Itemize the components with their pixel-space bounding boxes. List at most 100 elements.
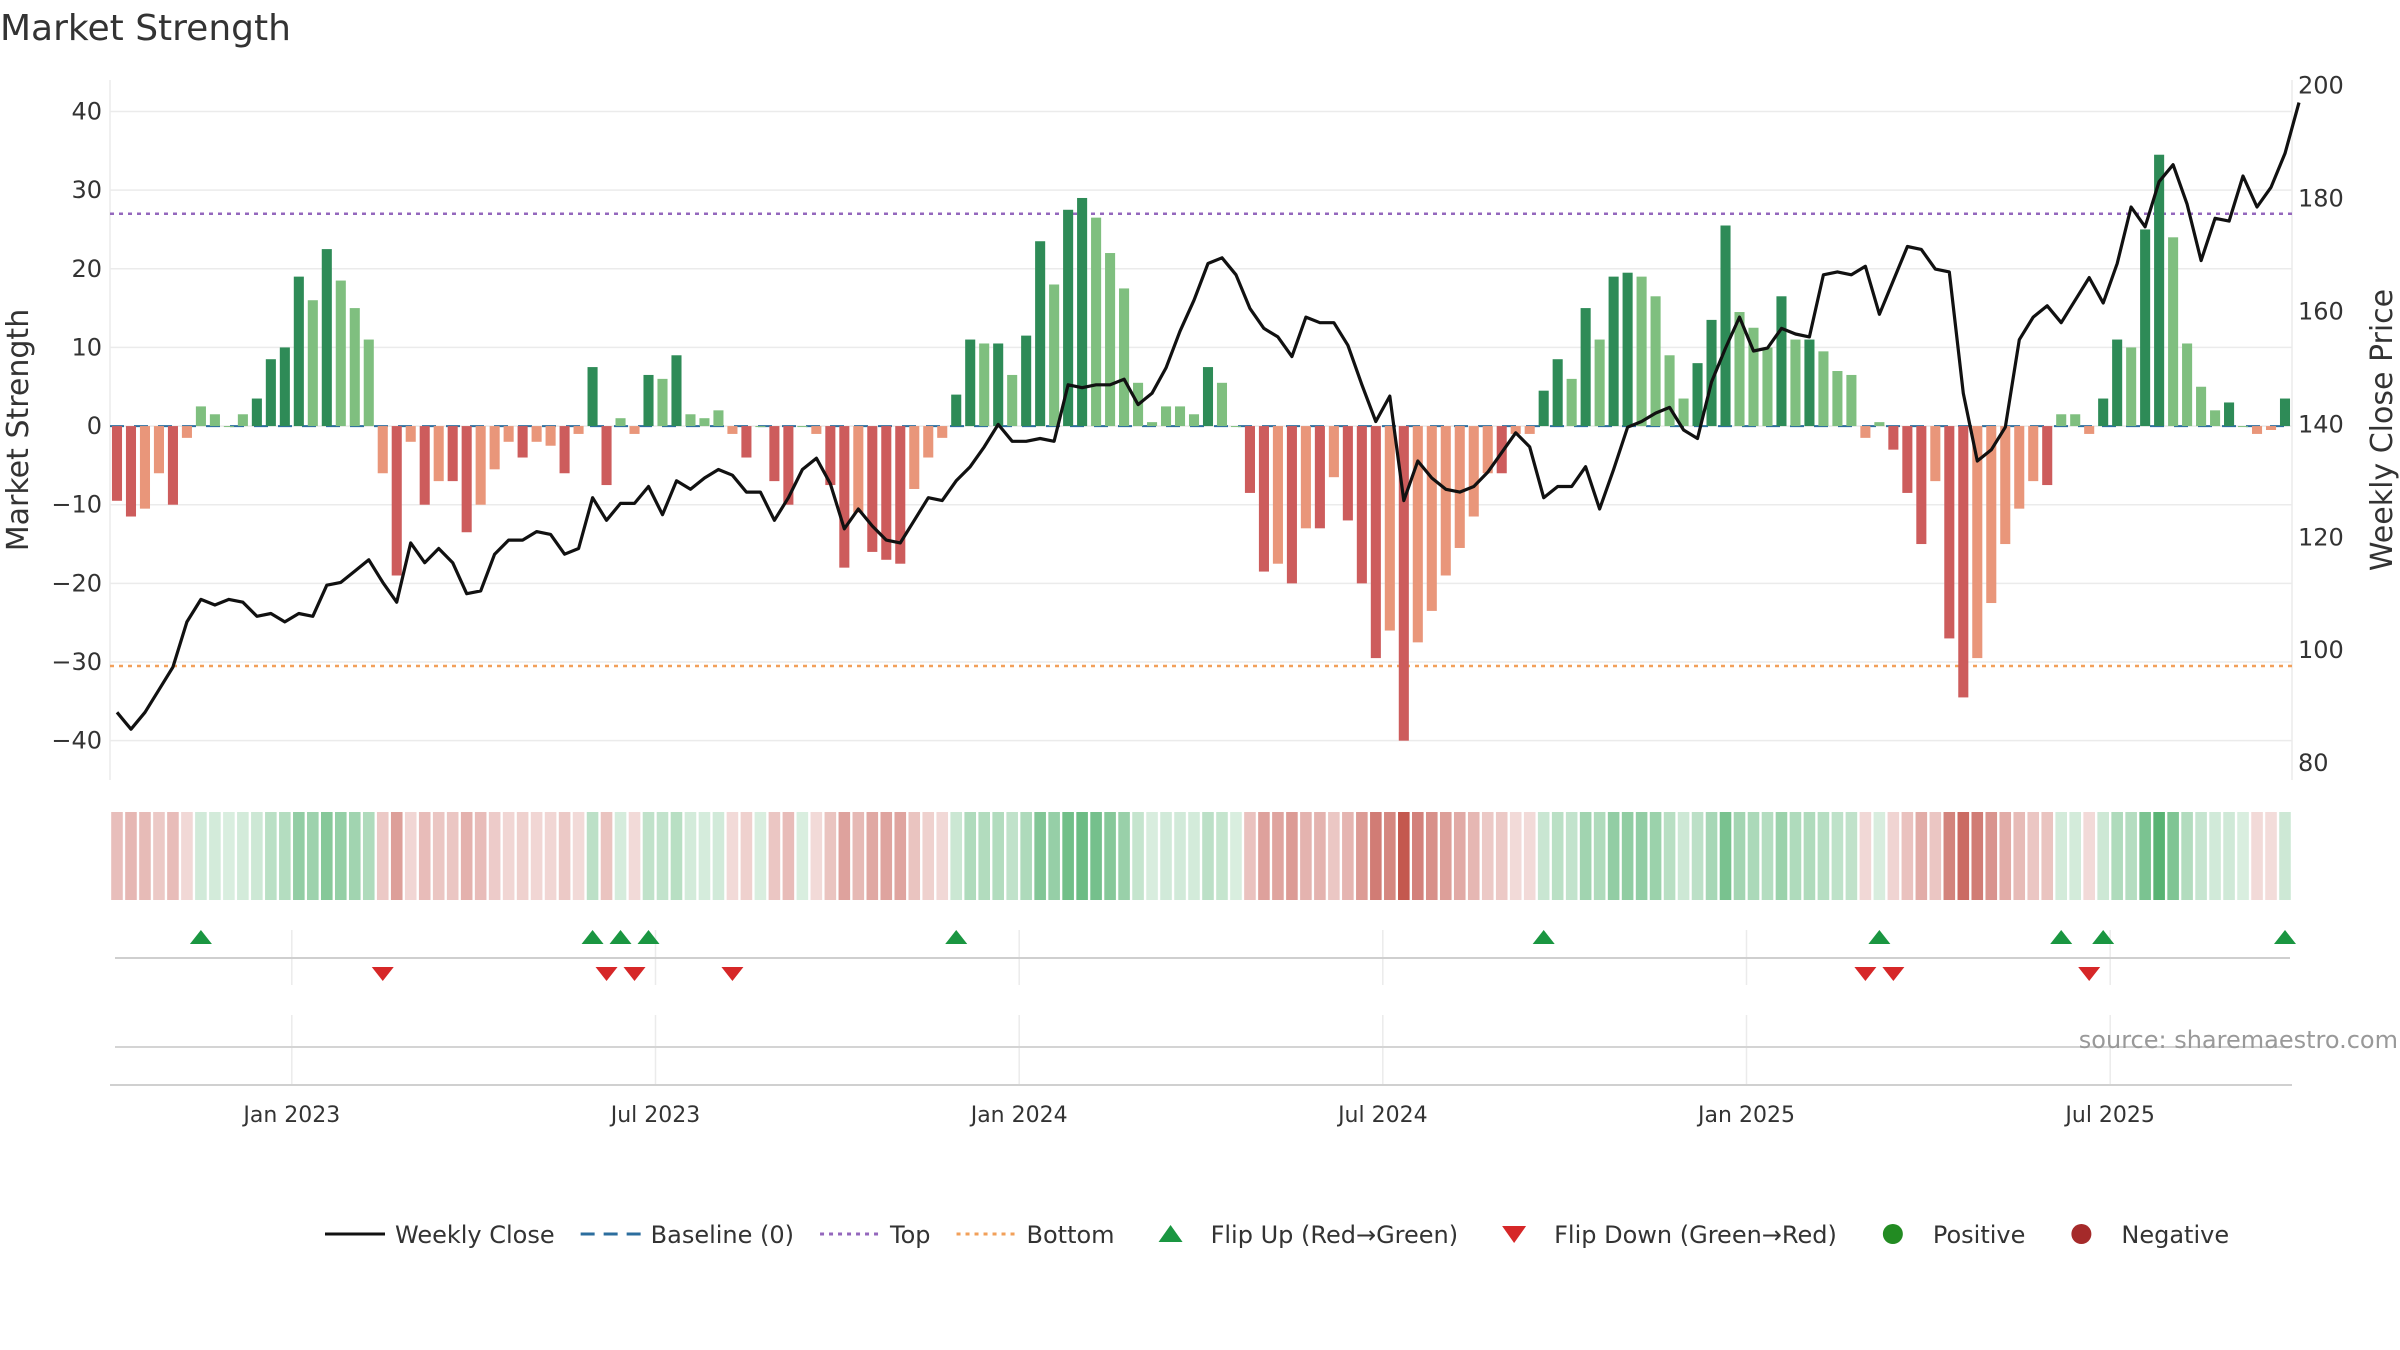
strength-bar — [909, 426, 920, 489]
heat-cell — [1174, 812, 1186, 900]
heat-cell — [2069, 812, 2081, 900]
strength-bar — [2251, 426, 2263, 434]
legend-label: Baseline (0) — [651, 1221, 794, 1249]
strength-bar — [1748, 327, 1759, 427]
strength-bar — [1063, 209, 1074, 427]
strength-bar — [2210, 410, 2221, 427]
strength-bar — [951, 394, 962, 427]
strength-bar — [1664, 355, 1675, 427]
y-tick-label: 10 — [71, 333, 102, 361]
strength-bar — [153, 426, 164, 474]
heat-cell — [209, 812, 221, 900]
strength-bar — [839, 426, 850, 568]
strength-bar — [923, 426, 934, 458]
strength-bar — [195, 406, 206, 427]
strength-bar — [1678, 398, 1689, 427]
heat-cell — [2153, 812, 2165, 900]
heat-cell — [2125, 812, 2137, 900]
strength-bar — [335, 280, 346, 427]
strength-bar — [1188, 414, 1200, 427]
heat-cell — [2097, 812, 2109, 900]
y2-tick-label: 160 — [2298, 297, 2344, 325]
strength-bar — [699, 418, 710, 427]
strength-bar — [671, 355, 682, 427]
heat-cell — [1328, 812, 1340, 900]
heat-cell — [2209, 812, 2221, 900]
heat-cell — [432, 812, 445, 900]
legend-item: Top — [820, 1221, 931, 1249]
heat-cell — [474, 812, 487, 900]
y2-tick-label: 140 — [2298, 410, 2344, 438]
heat-cell — [1048, 812, 1060, 900]
legend-label: Top — [889, 1221, 931, 1249]
heat-cell — [1160, 812, 1172, 900]
strength-bar — [181, 426, 192, 438]
heat-cell — [2139, 812, 2151, 900]
heat-cell — [1943, 812, 1956, 900]
strength-bar — [1174, 406, 1186, 427]
strength-bar — [1482, 426, 1493, 474]
y2-tick-label: 200 — [2298, 72, 2344, 100]
strength-bar — [405, 426, 416, 442]
heat-cell — [1747, 812, 1760, 900]
chart-title: Market Strength — [0, 8, 291, 49]
right-axis-title: Weekly Close Price — [2365, 289, 2400, 571]
strength-bar — [1608, 276, 1619, 427]
heat-cell — [1565, 812, 1578, 900]
y-tick-label: 20 — [71, 255, 102, 283]
heat-cell — [307, 812, 319, 900]
right-axis-ticks: 200 180 160 140 120 100 80 — [2298, 72, 2344, 777]
heat-cell — [1929, 812, 1942, 900]
source-note: source: sharemaestro.com — [2079, 1026, 2398, 1054]
heat-cell — [978, 812, 990, 900]
heat-cell — [293, 812, 305, 900]
heat-cell — [992, 812, 1004, 900]
strength-bar — [1552, 359, 1563, 427]
strength-bar — [573, 426, 584, 434]
heat-cell — [2041, 812, 2054, 900]
strength-bar — [559, 426, 570, 474]
heat-cell — [1537, 812, 1550, 900]
strength-bar — [1119, 288, 1130, 427]
y2-tick-label: 180 — [2298, 185, 2344, 213]
strength-bar — [1622, 272, 1633, 427]
strength-bar — [685, 414, 696, 427]
heat-cell — [1062, 812, 1074, 900]
legend-item: Negative — [2071, 1221, 2229, 1249]
heat-cell — [866, 812, 879, 900]
heat-cell — [1551, 812, 1564, 900]
strength-bar — [2056, 414, 2067, 427]
strength-bar — [461, 426, 472, 533]
strength-bar — [489, 426, 500, 470]
strength-bar — [1440, 426, 1451, 576]
strength-bar — [517, 426, 528, 458]
heat-cell — [1691, 812, 1704, 900]
flip-down-marker — [623, 967, 646, 981]
flip-down-marker — [2078, 967, 2101, 981]
heat-cell — [181, 812, 193, 900]
heat-cell — [153, 812, 165, 900]
heat-cell — [2237, 812, 2249, 900]
heat-cell — [2055, 812, 2068, 900]
y-tick-label: −10 — [51, 491, 102, 519]
heat-cell — [348, 812, 361, 900]
strength-bar — [1720, 225, 1731, 427]
x-tick-label: Jul 2023 — [609, 1103, 701, 1128]
heat-cell — [2265, 812, 2277, 900]
x-tick-label: Jan 2023 — [241, 1103, 340, 1128]
flip-up-marker — [189, 930, 212, 944]
strength-bar — [2196, 386, 2207, 427]
flip-up-marker — [637, 930, 660, 944]
y2-tick-label: 120 — [2298, 523, 2344, 551]
flip-up-marker — [1868, 930, 1891, 944]
heat-cell — [1663, 812, 1676, 900]
heat-cell — [139, 812, 151, 900]
heat-cell — [2279, 812, 2291, 900]
strength-bar — [979, 343, 990, 427]
lower-empty-panel — [110, 1046, 2292, 1086]
heat-cell — [1873, 812, 1886, 900]
strength-bar — [377, 426, 388, 474]
strength-bar — [825, 426, 836, 486]
heat-cell — [740, 812, 753, 900]
strength-bar — [1328, 426, 1339, 478]
